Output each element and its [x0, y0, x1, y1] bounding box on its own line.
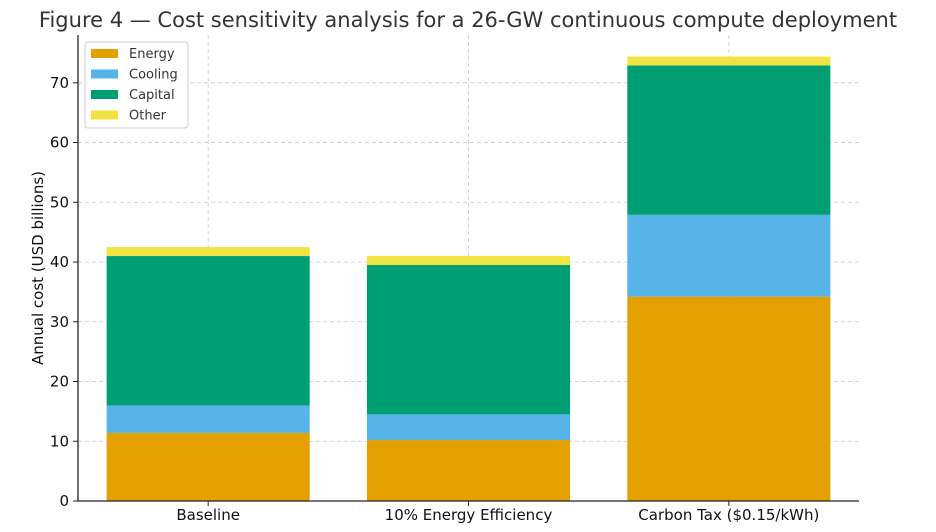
- y-tick-label: 70: [50, 74, 69, 92]
- x-tick-label: Carbon Tax ($0.15/kWh): [638, 506, 819, 524]
- legend-label-cooling: Cooling: [129, 68, 178, 83]
- y-tick-label: 0: [59, 492, 69, 510]
- y-tick-label: 40: [50, 253, 69, 271]
- legend-swatch-energy: [91, 49, 118, 58]
- y-ticks: 0 10 20 30 40 50 60 70: [50, 74, 78, 510]
- x-ticks: Baseline 10% Energy Efficiency Carbon Tax …: [176, 501, 819, 524]
- bar-other: [627, 56, 831, 66]
- y-tick-label: 20: [50, 373, 69, 391]
- x-tick-label: 10% Energy Efficiency: [385, 506, 553, 524]
- bar-cooling: [106, 405, 310, 433]
- chart-title: Figure 4 — Cost sensitivity analysis for…: [39, 8, 897, 32]
- bar-energy: [627, 296, 831, 501]
- legend-swatch-cooling: [91, 69, 118, 79]
- bar-other: [106, 247, 310, 257]
- bar-energy: [366, 440, 571, 501]
- bars: [106, 56, 831, 501]
- legend: Energy Cooling Capital Other: [84, 41, 189, 129]
- legend-frame: [84, 41, 189, 129]
- legend-swatch-other: [91, 110, 118, 120]
- bar-energy: [106, 432, 310, 501]
- bar-other: [366, 256, 571, 266]
- bar-capital: [627, 65, 831, 215]
- y-tick-label: 10: [50, 432, 69, 450]
- bar-capital: [106, 256, 310, 406]
- bar-cooling: [627, 214, 831, 297]
- y-tick-label: 30: [50, 313, 69, 331]
- legend-label-energy: Energy: [129, 47, 175, 62]
- x-tick-label: Baseline: [176, 506, 240, 524]
- legend-label-other: Other: [129, 109, 167, 124]
- bar-cooling: [366, 414, 571, 441]
- y-tick-label: 60: [50, 134, 69, 152]
- y-axis-label: Annual cost (USD billions): [29, 171, 47, 365]
- bar-capital: [366, 265, 571, 415]
- legend-label-capital: Capital: [129, 88, 175, 103]
- legend-swatch-capital: [91, 90, 118, 99]
- y-tick-label: 50: [50, 193, 69, 211]
